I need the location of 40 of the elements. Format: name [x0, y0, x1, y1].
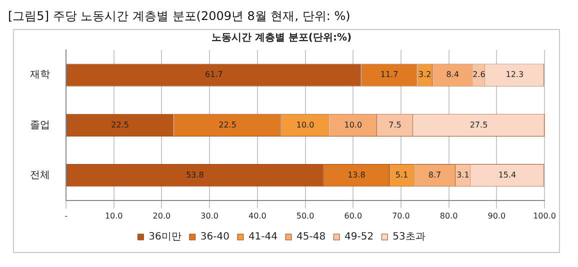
data-label: 7.5	[388, 120, 402, 130]
data-label: 5.1	[395, 170, 408, 180]
legend-label: 41-44	[248, 232, 278, 243]
data-label: 22.5	[218, 120, 236, 130]
x-tick-label: 30.0	[200, 211, 218, 220]
legend-label: 45-48	[296, 232, 326, 243]
x-tick-label: 50.0	[296, 211, 314, 220]
x-tick-label: 90.0	[488, 211, 506, 220]
data-label: 10.0	[344, 120, 362, 130]
data-label: 12.3	[506, 70, 524, 80]
chart-title: [그림5] 주당 노동시간 계층별 분포(2009년 8월 현재, 단위: %)	[8, 8, 352, 25]
data-label: 10.0	[296, 120, 314, 130]
data-label: 61.7	[204, 70, 223, 80]
data-label: 11.7	[380, 70, 398, 80]
x-tick-label: 100.0	[533, 211, 556, 220]
x-tick-label: 10.0	[104, 211, 123, 220]
data-label: 3.1	[456, 170, 470, 180]
data-label: 27.5	[470, 120, 488, 130]
data-label: 13.8	[348, 170, 366, 180]
data-label: 3.2	[418, 70, 432, 80]
chart-subtitle: 노동시간 계층별 분포(단위:%)	[211, 32, 352, 44]
x-tick-label: 40.0	[248, 211, 266, 220]
y-tick-label: 전체	[30, 170, 50, 181]
legend-label: 53초과	[392, 232, 426, 243]
x-tick-label: -	[64, 211, 68, 220]
data-label: 2.6	[472, 70, 486, 80]
x-tick-label: 70.0	[392, 211, 410, 220]
y-tick-label: 재학	[30, 70, 50, 81]
x-tick-label: 80.0	[440, 211, 458, 220]
y-tick-label: 졸업	[30, 120, 50, 131]
x-tick-label: 60.0	[344, 211, 362, 220]
legend-label: 49-52	[344, 232, 374, 243]
data-label: 53.8	[186, 170, 204, 180]
data-label: 8.7	[428, 170, 442, 180]
data-label: 15.4	[498, 170, 516, 180]
x-tick-label: 20.0	[152, 211, 171, 220]
data-label: 22.5	[111, 120, 129, 130]
data-label: 8.4	[446, 70, 460, 80]
legend-label: 36-40	[200, 232, 230, 243]
legend-label: 36미만	[148, 232, 182, 243]
